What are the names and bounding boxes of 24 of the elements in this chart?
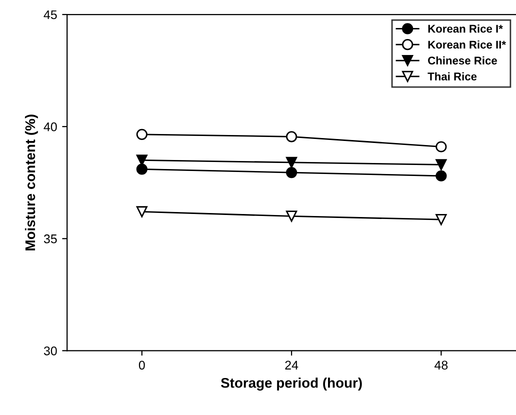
y-axis-title: Moisture content (%) <box>24 114 38 250</box>
x-tick-label: 48 <box>434 360 448 370</box>
legend-label: Korean Rice II* <box>428 40 506 49</box>
point <box>436 159 447 170</box>
x-tick-label: 0 <box>138 360 145 370</box>
legend-label: Korean Rice I* <box>428 24 503 33</box>
point <box>286 156 298 168</box>
point <box>286 210 298 222</box>
legend-label: Thai Rice <box>428 72 477 80</box>
x-tick-label: 24 <box>285 360 298 370</box>
y-tick-label: 40 <box>44 122 57 132</box>
point <box>136 164 148 175</box>
point <box>136 206 148 218</box>
point <box>436 170 447 182</box>
point <box>286 166 298 178</box>
point <box>286 131 298 142</box>
x-axis-title: Storage period (hour) <box>220 378 362 391</box>
point <box>436 214 447 226</box>
y-tick-label: 35 <box>44 234 57 244</box>
legend-label: Chinese Rice <box>428 56 497 65</box>
point <box>436 141 447 152</box>
y-tick-label: 45 <box>44 10 57 20</box>
point <box>136 128 148 140</box>
y-tick-label: 30 <box>44 346 57 356</box>
